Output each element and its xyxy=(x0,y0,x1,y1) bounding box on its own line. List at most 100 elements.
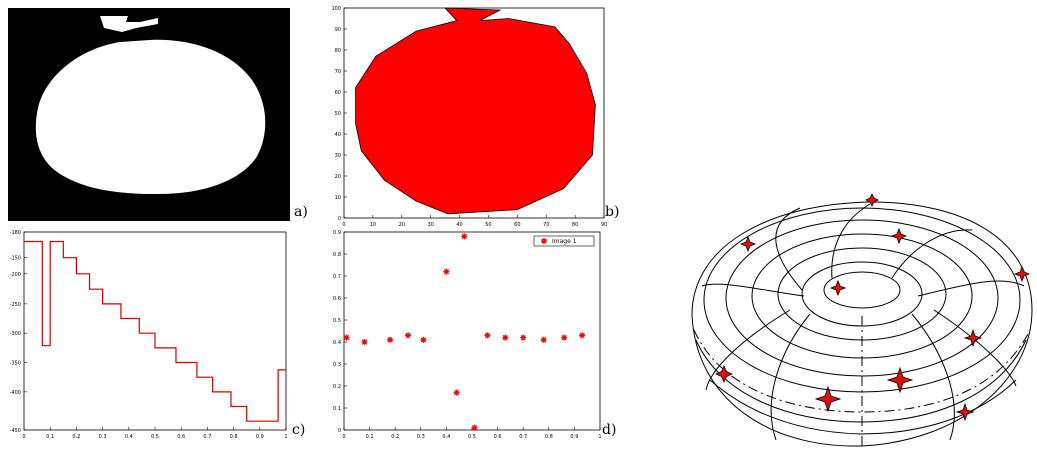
torus-stars xyxy=(715,193,1031,422)
plot-frame xyxy=(343,231,601,431)
panel-c-label: c) xyxy=(292,422,306,438)
legend-label: Image 1 xyxy=(552,238,577,245)
x-tick-label: 0.5 xyxy=(151,434,159,440)
panel-b: 0 10 20 30 40 50 60 70 80 90 0 10 20 30 40 50 60 70 80 90 10… xyxy=(322,4,627,228)
chart-c: 0 0.1 0.2 0.3 0.4 0.5 0.6 0.7 0.8 0.9 1 -180 -150 -20… xyxy=(10,230,288,440)
star-marker xyxy=(890,227,908,245)
x-tick-label: 0.6 xyxy=(494,434,502,440)
scatter-point xyxy=(484,332,491,339)
star-marker xyxy=(739,235,757,253)
x-tick-label: 0.8 xyxy=(545,434,553,440)
y-tick-label: 50 xyxy=(335,111,341,117)
scatter-point xyxy=(502,334,509,341)
torus-drawing xyxy=(691,193,1033,447)
star-marker xyxy=(1013,265,1031,283)
y-tick-label: -300 xyxy=(10,331,21,337)
x-tick-label: 0.4 xyxy=(125,434,133,440)
y-tick-label: 0.4 xyxy=(333,340,341,346)
star-marker xyxy=(955,402,975,422)
torus-meridian xyxy=(701,283,805,297)
y-tick-label: 0.9 xyxy=(333,230,341,236)
x-tick-label: 70 xyxy=(543,222,549,226)
torus-hole xyxy=(823,271,901,309)
y-tick-label: 100 xyxy=(331,6,341,12)
y-tick-label: 60 xyxy=(335,90,341,96)
y-tick-label: 90 xyxy=(335,27,341,33)
legend: Image 1 xyxy=(533,235,595,247)
scatter-point xyxy=(561,334,568,341)
x-tick-label: 0.6 xyxy=(177,434,185,440)
torus-meridian xyxy=(770,313,811,441)
scatter-point xyxy=(420,336,427,343)
scatter-point xyxy=(453,389,460,396)
y-tick-label: 70 xyxy=(335,69,341,75)
legend-marker xyxy=(541,238,547,244)
torus-ring xyxy=(695,339,1027,423)
x-tick-label: 40 xyxy=(456,222,462,226)
x-tick-label: 0.7 xyxy=(203,434,211,440)
y-tick-label: 40 xyxy=(335,132,341,138)
torus-figure xyxy=(680,190,1037,448)
y-tick-label: -200 xyxy=(10,272,21,278)
scatter-point xyxy=(461,233,468,240)
panel-b-label: b) xyxy=(605,204,620,220)
scatter-point xyxy=(405,332,411,339)
y-tick-label: 10 xyxy=(335,195,341,201)
y-tick-label: -400 xyxy=(10,390,21,396)
panel-a: a) xyxy=(8,8,308,221)
torus-ring xyxy=(709,379,1017,435)
x-tick-label: 0 xyxy=(342,222,345,226)
torus-meridian xyxy=(891,229,973,279)
y-tick-label: 0.1 xyxy=(333,406,341,412)
y-tick-label: 0.3 xyxy=(333,362,341,368)
plot-frame xyxy=(23,231,287,431)
scatter-point xyxy=(540,336,547,343)
x-tick-label: 10 xyxy=(370,222,376,226)
scatter-point xyxy=(579,332,586,339)
silhouette-image xyxy=(8,8,290,221)
x-tick-label: 0 xyxy=(342,434,345,440)
torus-meridian xyxy=(705,309,791,391)
panel-c: 0 0.1 0.2 0.3 0.4 0.5 0.6 0.7 0.8 0.9 1 -180 -150 -20… xyxy=(0,226,320,446)
torus-meridian xyxy=(933,309,1017,387)
torus-meridian xyxy=(775,207,803,291)
panel-d: 0 0.1 0.2 0.3 0.4 0.5 0.6 0.7 0.8 0.9 1 0 0.1 0.2 0.3 0… xyxy=(320,226,640,446)
step-line xyxy=(24,240,286,422)
x-tick-label: 0.1 xyxy=(366,434,374,440)
y-tick-label: 80 xyxy=(335,48,341,54)
chart-b: 0 10 20 30 40 50 60 70 80 90 0 10 20 30 40 50 60 70 80 90 10… xyxy=(331,6,607,228)
scatter-point xyxy=(520,334,527,341)
x-tick-label: 90 xyxy=(601,222,607,226)
silhouette-shape xyxy=(35,16,266,194)
x-tick-label: 0.8 xyxy=(230,434,238,440)
y-tick-label: -450 xyxy=(10,428,21,434)
y-tick-label: 0.8 xyxy=(333,252,341,258)
star-marker xyxy=(865,193,879,207)
x-tick-label: 0.9 xyxy=(570,434,578,440)
y-tick-label: 0.2 xyxy=(333,384,341,390)
scatter-point xyxy=(443,268,450,275)
star-marker xyxy=(715,365,733,383)
x-tick-label: 0.9 xyxy=(256,434,264,440)
x-tick-label: 1 xyxy=(598,434,601,440)
star-marker xyxy=(814,385,842,413)
torus-meridian xyxy=(911,313,955,441)
star-marker xyxy=(829,279,847,297)
x-tick-label: 0.1 xyxy=(46,434,54,440)
y-tick-label: 0.7 xyxy=(333,274,341,280)
scatter-point xyxy=(343,334,350,341)
legend-box xyxy=(533,235,595,247)
y-tick-label: 0 xyxy=(338,428,341,434)
x-tick-label: 0.7 xyxy=(519,434,527,440)
scatter-point xyxy=(471,424,478,431)
torus-meridian xyxy=(831,203,871,279)
x-tick-label: 0.4 xyxy=(442,434,450,440)
x-tick-label: 0 xyxy=(22,434,25,440)
x-tick-label: 0.5 xyxy=(468,434,476,440)
torus-outline xyxy=(691,201,1033,447)
chart-d: 0 0.1 0.2 0.3 0.4 0.5 0.6 0.7 0.8 0.9 1 0 0.1 0.2 0.3 0… xyxy=(333,230,602,440)
panel-d-label: d) xyxy=(602,422,617,438)
x-tick-label: 0.2 xyxy=(72,434,80,440)
y-tick-label: 0.5 xyxy=(333,318,341,324)
x-tick-label: 80 xyxy=(572,222,578,226)
